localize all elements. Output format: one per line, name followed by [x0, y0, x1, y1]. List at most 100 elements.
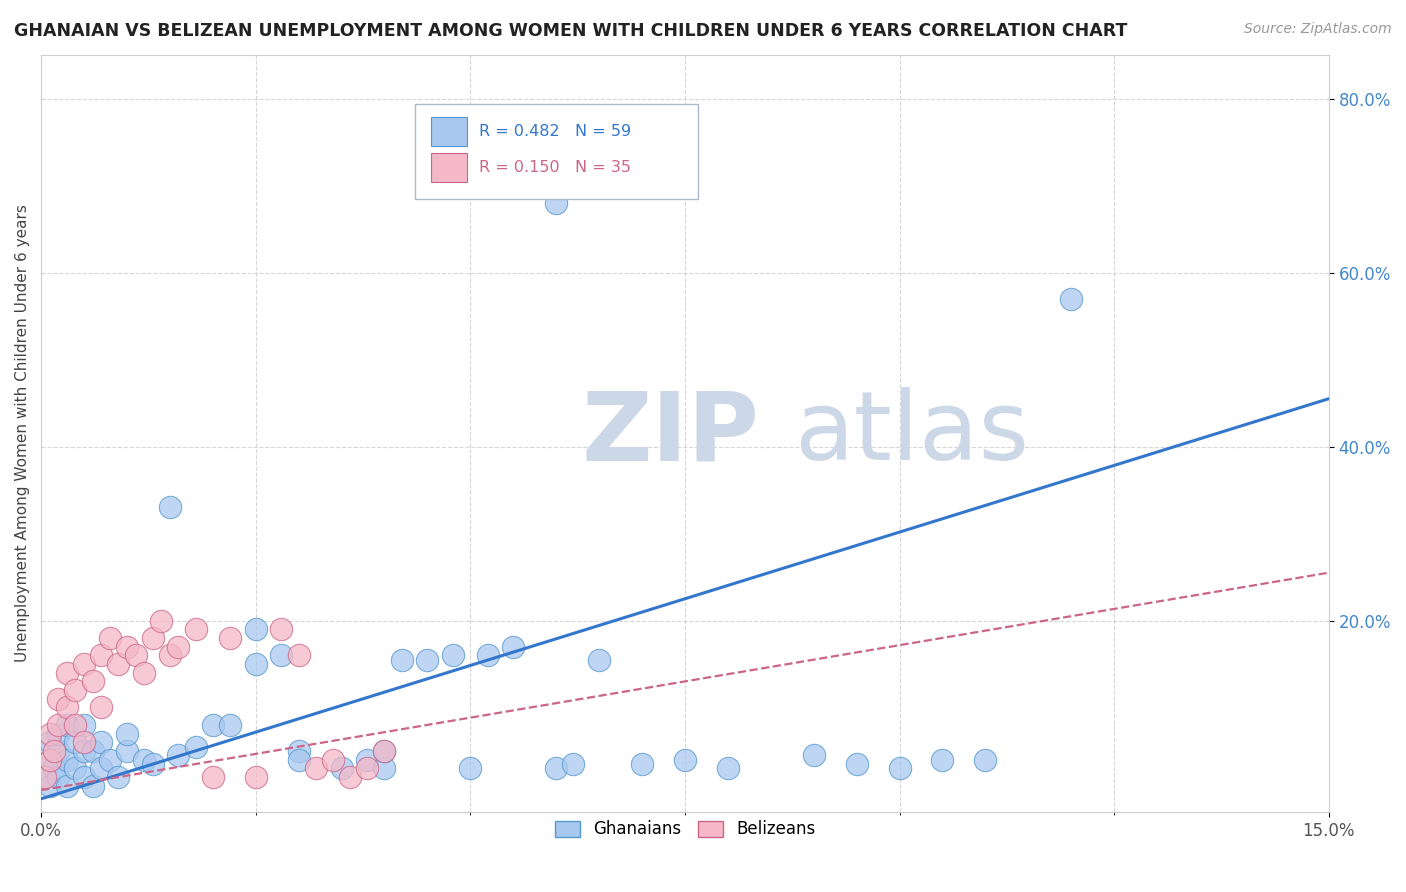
Point	[73, 718, 96, 732]
Point	[90, 761, 112, 775]
Point	[245, 657, 267, 671]
Point	[330, 761, 353, 775]
Point	[717, 761, 740, 775]
Point	[65, 735, 87, 749]
FancyBboxPatch shape	[415, 104, 697, 199]
Point	[245, 770, 267, 784]
Point	[46, 718, 69, 732]
Point	[98, 631, 121, 645]
Text: GHANAIAN VS BELIZEAN UNEMPLOYMENT AMONG WOMEN WITH CHILDREN UNDER 6 YEARS CORREL: GHANAIAN VS BELIZEAN UNEMPLOYMENT AMONG …	[14, 22, 1128, 40]
Point	[124, 648, 146, 663]
Point	[46, 691, 69, 706]
Point	[82, 779, 104, 793]
Point	[56, 700, 79, 714]
Point	[73, 744, 96, 758]
Point	[356, 753, 378, 767]
Point	[134, 665, 156, 680]
Point	[974, 753, 997, 767]
Point	[34, 770, 56, 784]
Point	[546, 761, 568, 775]
Point	[46, 770, 69, 784]
Point	[322, 753, 344, 767]
Point	[159, 648, 181, 663]
Point	[56, 718, 79, 732]
Point	[42, 744, 65, 758]
Point	[546, 196, 568, 211]
Point	[134, 753, 156, 767]
Point	[184, 739, 207, 754]
Point	[889, 761, 911, 775]
Y-axis label: Unemployment Among Women with Children Under 6 years: Unemployment Among Women with Children U…	[15, 204, 30, 663]
Point	[287, 648, 309, 663]
Text: Source: ZipAtlas.com: Source: ZipAtlas.com	[1244, 22, 1392, 37]
Point	[339, 770, 361, 784]
Point	[38, 753, 60, 767]
Point	[502, 640, 524, 654]
Text: R = 0.482   N = 59: R = 0.482 N = 59	[479, 124, 631, 139]
Point	[82, 744, 104, 758]
Text: atlas: atlas	[794, 387, 1029, 480]
Point	[270, 648, 292, 663]
Point	[287, 753, 309, 767]
Point	[107, 770, 129, 784]
FancyBboxPatch shape	[432, 153, 467, 181]
Point	[115, 640, 138, 654]
Point	[477, 648, 499, 663]
Point	[73, 657, 96, 671]
Point	[631, 757, 654, 772]
Point	[1060, 292, 1083, 306]
Point	[98, 753, 121, 767]
Point	[219, 631, 242, 645]
Point	[65, 718, 87, 732]
Point	[56, 779, 79, 793]
Point	[38, 779, 60, 793]
Point	[142, 757, 165, 772]
Point	[159, 500, 181, 515]
Point	[803, 748, 825, 763]
Point	[588, 653, 610, 667]
Point	[167, 640, 190, 654]
Point	[115, 726, 138, 740]
Point	[373, 761, 395, 775]
Point	[219, 718, 242, 732]
Point	[184, 622, 207, 636]
Point	[65, 683, 87, 698]
Text: ZIP: ZIP	[582, 387, 759, 480]
Point	[56, 753, 79, 767]
Point	[931, 753, 953, 767]
Point	[845, 757, 868, 772]
Point	[142, 631, 165, 645]
Point	[34, 770, 56, 784]
Point	[150, 614, 173, 628]
Point	[305, 761, 328, 775]
Point	[356, 761, 378, 775]
Point	[441, 648, 464, 663]
Point	[38, 726, 60, 740]
Legend: Ghanaians, Belizeans: Ghanaians, Belizeans	[548, 814, 823, 845]
Point	[90, 735, 112, 749]
FancyBboxPatch shape	[432, 117, 467, 146]
Point	[115, 744, 138, 758]
Point	[56, 665, 79, 680]
Point	[562, 757, 585, 772]
Point	[38, 753, 60, 767]
Point	[167, 748, 190, 763]
Point	[46, 744, 69, 758]
Point	[38, 735, 60, 749]
Text: R = 0.150   N = 35: R = 0.150 N = 35	[479, 160, 631, 175]
Point	[373, 744, 395, 758]
Point	[460, 761, 482, 775]
Point	[90, 700, 112, 714]
Point	[373, 744, 395, 758]
Point	[90, 648, 112, 663]
Point	[245, 622, 267, 636]
Point	[673, 753, 696, 767]
Point	[42, 761, 65, 775]
Point	[73, 770, 96, 784]
Point	[46, 726, 69, 740]
Point	[201, 770, 224, 784]
Point	[416, 653, 439, 667]
Point	[65, 761, 87, 775]
Point	[201, 718, 224, 732]
Point	[73, 735, 96, 749]
